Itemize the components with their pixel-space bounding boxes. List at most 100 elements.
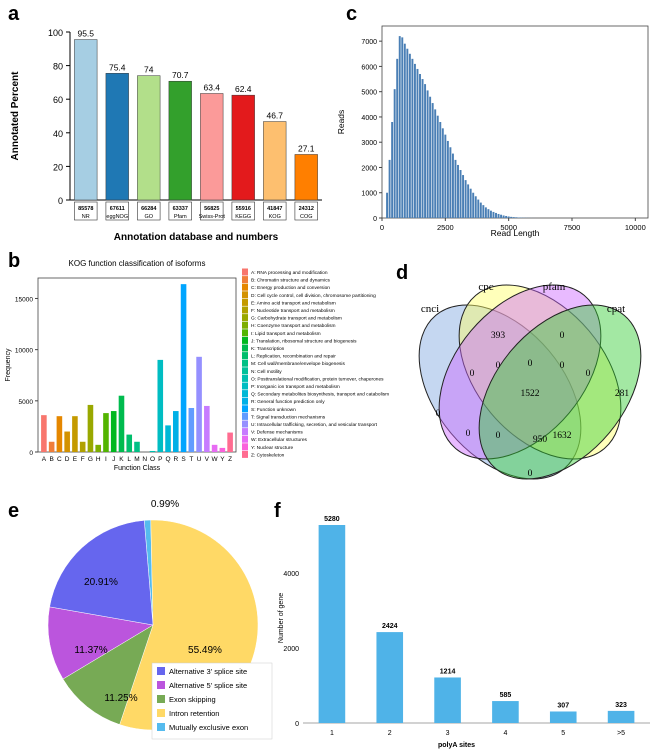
b-legend-label: Z: Cytoskeleton xyxy=(251,452,285,458)
c-bar xyxy=(469,188,472,218)
a-number-box xyxy=(137,201,161,221)
b-x-tick-label: G xyxy=(88,456,93,463)
c-bar xyxy=(451,153,454,218)
b-legend-swatch xyxy=(242,374,248,382)
e-legend-swatch xyxy=(157,723,165,731)
b-x-tick-label: E xyxy=(73,456,78,463)
b-legend-swatch xyxy=(242,352,248,360)
c-x-tick-label: 5000 xyxy=(500,223,517,232)
b-legend-label: M: Cell wall/membrane/envelope biogenesi… xyxy=(251,361,345,367)
c-x-axis-title: Read Length xyxy=(491,228,540,238)
a-value-label: 70.7 xyxy=(172,70,189,80)
a-value-label: 74 xyxy=(144,65,154,75)
b-x-tick-label: M xyxy=(134,456,139,463)
f-x-tick-label: 3 xyxy=(446,730,450,737)
b-legend-label: R: General function prediction only xyxy=(251,399,325,405)
b-x-tick-label: T xyxy=(189,456,193,463)
b-legend-label: H: Coenzyme transport and metabolism xyxy=(251,323,336,329)
b-bar xyxy=(196,356,202,452)
panel-label-e: e xyxy=(8,500,20,522)
b-legend-swatch xyxy=(242,428,248,436)
c-bar xyxy=(507,216,510,218)
a-value-label: 62.4 xyxy=(235,84,252,94)
b-bar xyxy=(110,411,117,452)
a-number-label: 55916 xyxy=(236,206,251,212)
a-y-tick-label: 80 xyxy=(53,62,63,72)
b-bar xyxy=(204,405,210,452)
d-set-label: cpat xyxy=(607,303,625,315)
a-number-box xyxy=(168,201,192,221)
c-bar xyxy=(388,159,391,218)
b-bar xyxy=(165,425,171,452)
a-y-tick-label: 20 xyxy=(53,162,63,172)
b-legend-label: C: Energy production and conversion xyxy=(251,285,330,291)
b-x-tick-label: F xyxy=(81,456,85,463)
f-bar xyxy=(549,711,577,723)
f-x-tick-label: 4 xyxy=(503,730,507,737)
b-x-tick-label: Z xyxy=(228,456,232,463)
b-legend-label: L: Replication, recombination and repair xyxy=(251,354,336,360)
a-value-label: 46.7 xyxy=(266,111,283,121)
b-x-tick-label: N xyxy=(142,456,147,463)
b-legend-label: K: Transcription xyxy=(251,346,285,352)
c-bar xyxy=(398,36,401,219)
a-category-label: KOG xyxy=(269,214,281,220)
d-region-value: 0 xyxy=(466,429,471,439)
b-bar xyxy=(87,404,94,452)
c-plot-frame xyxy=(381,25,649,219)
e-slice-label: 11.37% xyxy=(74,645,107,656)
e-legend-swatch xyxy=(157,695,165,703)
c-bar xyxy=(454,159,457,218)
b-bar xyxy=(180,284,187,452)
b-title: KOG function classification of isoforms xyxy=(69,259,206,268)
f-x-axis-title: polyA sites xyxy=(438,742,475,749)
f-bar xyxy=(607,710,635,723)
c-y-tick-label: 2000 xyxy=(361,165,377,172)
b-legend-swatch xyxy=(242,397,248,405)
c-bar xyxy=(489,210,492,218)
c-y-axis-title: Reads xyxy=(336,110,346,135)
c-bar xyxy=(386,192,389,218)
b-bar xyxy=(227,432,233,452)
c-bar xyxy=(416,68,419,219)
c-bar xyxy=(500,214,503,218)
d-set-ellipse xyxy=(458,284,622,460)
d-set-label: cnci xyxy=(421,303,439,315)
b-legend-swatch xyxy=(242,321,248,329)
b-x-tick-label: L xyxy=(127,456,131,463)
c-x-tick-label: 0 xyxy=(380,223,384,232)
c-bar xyxy=(446,140,449,218)
b-legend-label: S: Function unknown xyxy=(251,407,296,413)
chart-a: 0 20 40 60 80 100 Annotated Percent 95.5 85578 NR… xyxy=(10,28,322,243)
c-bar xyxy=(462,175,465,218)
chart-f: 0 2000 4000 5280 1 2424 2 1214 3 585 4 307 5 323 >5 pol… xyxy=(278,516,650,749)
b-legend-swatch xyxy=(242,420,248,428)
a-category-label: Swiss-Prot xyxy=(199,214,226,220)
b-legend-label: A: RNA processing and modification xyxy=(251,270,328,276)
b-y-axis-title: Frequency xyxy=(5,348,12,382)
a-number-box xyxy=(263,201,287,221)
a-y-tick-label: 60 xyxy=(53,95,63,105)
a-category-label: NR xyxy=(82,214,90,220)
b-legend-swatch xyxy=(242,435,248,443)
a-bar xyxy=(263,121,287,201)
b-bar xyxy=(79,441,86,452)
b-bar xyxy=(211,444,218,452)
b-legend-swatch xyxy=(242,367,248,375)
a-y-tick-label: 100 xyxy=(48,28,63,38)
b-legend-label: V: Defense mechanisms xyxy=(251,430,303,436)
c-y-tick-label: 1000 xyxy=(361,191,377,198)
a-number-label: 67611 xyxy=(110,206,125,212)
c-bar xyxy=(429,96,432,218)
d-set-label: cpc xyxy=(478,281,493,293)
d-region-value: 950 xyxy=(533,435,548,445)
b-x-tick-label: U xyxy=(197,456,202,463)
b-x-tick-label: K xyxy=(119,456,124,463)
b-legend-swatch xyxy=(242,329,248,337)
f-value-label: 5280 xyxy=(324,516,340,523)
c-bar xyxy=(464,180,467,218)
b-legend-swatch xyxy=(242,306,248,314)
f-bar xyxy=(434,677,461,723)
c-bar xyxy=(421,79,424,218)
c-bar xyxy=(436,115,439,218)
